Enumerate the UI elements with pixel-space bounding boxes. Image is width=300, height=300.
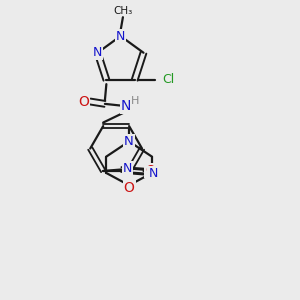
Text: Cl: Cl: [163, 73, 175, 86]
Text: N: N: [122, 162, 132, 176]
Text: CH₃: CH₃: [113, 6, 133, 16]
Text: N: N: [148, 167, 158, 179]
Text: O: O: [145, 164, 155, 178]
Text: N: N: [124, 135, 134, 148]
Text: O: O: [124, 181, 134, 195]
Text: N: N: [116, 29, 125, 43]
Text: N: N: [93, 46, 102, 59]
Text: H: H: [131, 96, 140, 106]
Text: N: N: [121, 99, 131, 113]
Text: O: O: [78, 94, 89, 109]
